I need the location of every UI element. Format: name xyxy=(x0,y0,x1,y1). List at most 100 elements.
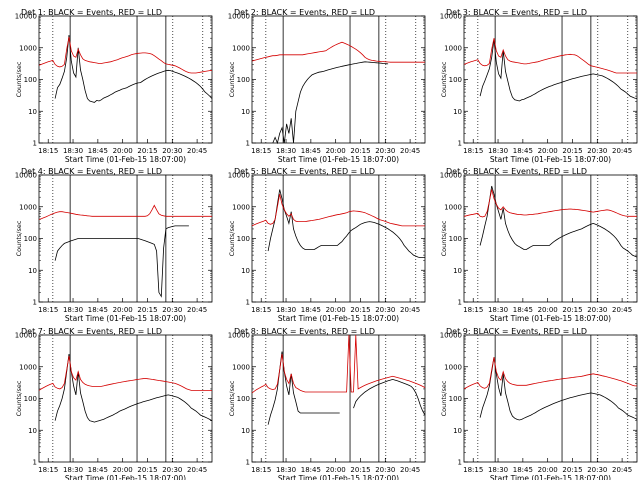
y-tick-label: 100 xyxy=(237,395,250,403)
x-tick-label: 18:45 xyxy=(301,306,321,314)
x-tick-label: 20:00 xyxy=(113,147,133,155)
x-tick-label: 20:00 xyxy=(326,466,346,474)
y-tick-label: 100 xyxy=(449,76,462,84)
x-tick-label: 20:15 xyxy=(350,466,370,474)
series-lld xyxy=(463,357,637,390)
y-axis-label: Counts/sec xyxy=(228,220,236,256)
x-tick-label: 20:45 xyxy=(400,466,420,474)
x-axis-label: Start Time (01-Feb-15 18:07:00) xyxy=(65,155,186,164)
x-axis-label: Start Time (01-Feb-15 18:07:00) xyxy=(278,314,399,323)
y-tick-label: 1 xyxy=(33,140,37,148)
y-tick-label: 10 xyxy=(453,108,462,116)
panel-det-1: Det 1: BLACK = Events, RED = LLD 1 10 100 10… xyxy=(15,8,213,164)
panel-det-2: Det 2: BLACK = Events, RED = LLD 1 10 100 10… xyxy=(228,8,426,164)
x-axis-label: Start Time (01-Feb-15 18:07:00) xyxy=(65,314,186,323)
x-tick-label: 18:45 xyxy=(513,306,533,314)
x-tick-label: 20:15 xyxy=(562,306,582,314)
series-lld xyxy=(251,194,425,227)
y-tick-label: 1000 xyxy=(444,363,462,371)
x-tick-label: 18:15 xyxy=(38,306,58,314)
x-tick-label: 18:15 xyxy=(38,147,58,155)
series-events xyxy=(54,35,213,103)
panel-det-6: Det 6: BLACK = Events, RED = LLD 1 10 100 10… xyxy=(440,167,638,323)
series-events xyxy=(272,61,389,145)
x-tick-label: 20:30 xyxy=(162,147,182,155)
x-tick-label: 20:15 xyxy=(137,466,157,474)
series-events xyxy=(54,225,189,298)
y-axis-label: Counts/sec xyxy=(15,380,23,416)
x-tick-label: 20:15 xyxy=(137,306,157,314)
x-tick-label: 20:00 xyxy=(113,466,133,474)
y-tick-label: 1 xyxy=(246,299,250,307)
y-tick-label: 10 xyxy=(241,267,250,275)
panel-title: Det 6: BLACK = Events, RED = LLD xyxy=(446,167,587,176)
y-tick-label: 100 xyxy=(449,235,462,243)
y-tick-label: 100 xyxy=(24,395,37,403)
series-lld xyxy=(463,38,637,74)
y-tick-label: 1 xyxy=(246,140,250,148)
series-lld xyxy=(463,189,637,218)
x-tick-label: 20:15 xyxy=(562,147,582,155)
y-tick-label: 1000 xyxy=(232,363,250,371)
y-tick-label: 1000 xyxy=(232,44,250,52)
y-tick-label: 1000 xyxy=(444,44,462,52)
x-tick-label: 20:45 xyxy=(187,306,207,314)
x-tick-label: 18:45 xyxy=(513,466,533,474)
plot-frame xyxy=(38,15,213,144)
y-tick-label: 100 xyxy=(237,76,250,84)
x-tick-label: 20:30 xyxy=(587,466,607,474)
series-events xyxy=(479,39,638,102)
y-tick-label: 1000 xyxy=(19,203,37,211)
panel-title: Det 7: BLACK = Events, RED = LLD xyxy=(21,327,162,336)
y-tick-label: 10000 xyxy=(440,13,462,21)
y-tick-label: 100 xyxy=(237,235,250,243)
x-tick-label: 18:45 xyxy=(301,147,321,155)
panel-title: Det 2: BLACK = Events, RED = LLD xyxy=(234,8,375,17)
y-tick-label: 10 xyxy=(241,108,250,116)
x-tick-label: 20:45 xyxy=(187,147,207,155)
x-axis-label: Start Time (01-Feb-15 18:07:00) xyxy=(490,474,611,480)
y-tick-label: 10000 xyxy=(15,13,37,21)
panel-title: Det 5: BLACK = Events, RED = LLD xyxy=(234,167,375,176)
x-tick-label: 20:30 xyxy=(587,147,607,155)
x-tick-label: 20:15 xyxy=(137,147,157,155)
x-tick-label: 20:00 xyxy=(113,306,133,314)
y-tick-label: 10 xyxy=(241,427,250,435)
panel-det-7: Det 7: BLACK = Events, RED = LLD 1 10 100 10… xyxy=(15,327,213,480)
series-lld xyxy=(38,355,212,391)
series-events xyxy=(267,189,425,258)
panel-title: Det 1: BLACK = Events, RED = LLD xyxy=(21,8,162,17)
panel-det-5: Det 5: BLACK = Events, RED = LLD 1 10 100 10… xyxy=(228,167,426,323)
y-tick-label: 10000 xyxy=(228,13,250,21)
y-tick-label: 1000 xyxy=(444,203,462,211)
y-tick-label: 10 xyxy=(28,108,37,116)
x-tick-label: 18:30 xyxy=(276,147,296,155)
y-axis-label: Counts/sec xyxy=(440,61,448,97)
y-tick-label: 10000 xyxy=(228,172,250,180)
x-tick-label: 18:30 xyxy=(276,466,296,474)
y-tick-label: 10 xyxy=(453,427,462,435)
x-tick-label: 18:30 xyxy=(63,306,83,314)
plot-frame xyxy=(251,174,426,303)
y-tick-label: 10000 xyxy=(15,332,37,340)
plot-frame xyxy=(463,174,638,303)
y-tick-label: 1 xyxy=(246,459,250,467)
y-axis-label: Counts/sec xyxy=(228,380,236,416)
x-tick-label: 18:15 xyxy=(251,466,271,474)
x-tick-label: 20:45 xyxy=(612,147,632,155)
x-tick-label: 20:30 xyxy=(162,306,182,314)
x-tick-label: 18:30 xyxy=(63,147,83,155)
y-axis-label: Counts/sec xyxy=(15,61,23,97)
x-tick-label: 20:00 xyxy=(538,147,558,155)
x-tick-label: 20:00 xyxy=(326,147,346,155)
x-tick-label: 20:45 xyxy=(400,306,420,314)
y-tick-label: 10000 xyxy=(15,172,37,180)
plot-frame xyxy=(463,15,638,144)
x-tick-label: 18:15 xyxy=(38,466,58,474)
y-tick-label: 100 xyxy=(24,235,37,243)
x-axis-label: Start Time (01-Feb-15 18:07:00) xyxy=(278,474,399,480)
x-tick-label: 18:15 xyxy=(251,306,271,314)
x-tick-label: 20:45 xyxy=(612,466,632,474)
series-events xyxy=(479,185,638,258)
